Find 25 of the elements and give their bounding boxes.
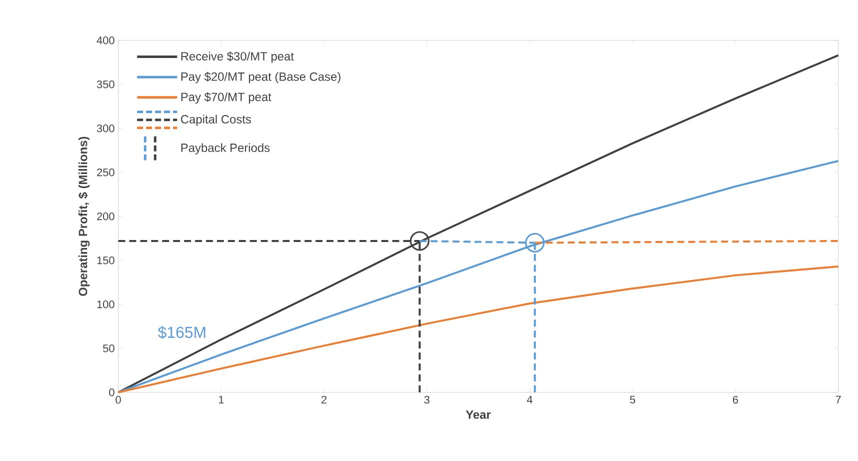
x-tick-label: 7 xyxy=(836,396,841,404)
y-tick-label: 200 xyxy=(97,212,114,220)
y-axis-title: Operating Profit, $ (Millions) xyxy=(78,136,90,296)
legend-label: Receive $30/MT peat xyxy=(181,52,294,63)
y-tick-label: 350 xyxy=(96,80,114,88)
x-axis-title: Year xyxy=(466,410,491,419)
legend-label: Capital Costs xyxy=(180,114,252,126)
y-tick-label: 50 xyxy=(103,344,114,352)
x-tick-label: 4 xyxy=(526,396,532,404)
y-tick-label: 0 xyxy=(109,388,114,396)
annotation: $165M xyxy=(158,326,206,339)
y-tick-label: 100 xyxy=(97,300,114,308)
y-tick-label: 150 xyxy=(97,256,114,264)
legend-label: Pay $20/MT peat (Base Case) xyxy=(181,72,340,84)
x-tick-label: 3 xyxy=(424,396,430,404)
y-tick-label: 300 xyxy=(96,124,114,132)
y-tick-label: 400 xyxy=(96,36,114,44)
legend-label: Payback Periods xyxy=(181,143,270,154)
legend-label: Pay $70/MT peat xyxy=(181,92,272,104)
x-tick-label: 0 xyxy=(116,396,121,404)
x-tick-label: 5 xyxy=(630,396,636,404)
y-tick-label: 250 xyxy=(97,168,114,176)
x-tick-label: 6 xyxy=(732,396,738,404)
x-tick-label: 2 xyxy=(322,396,327,404)
x-tick-label: 1 xyxy=(218,396,224,404)
